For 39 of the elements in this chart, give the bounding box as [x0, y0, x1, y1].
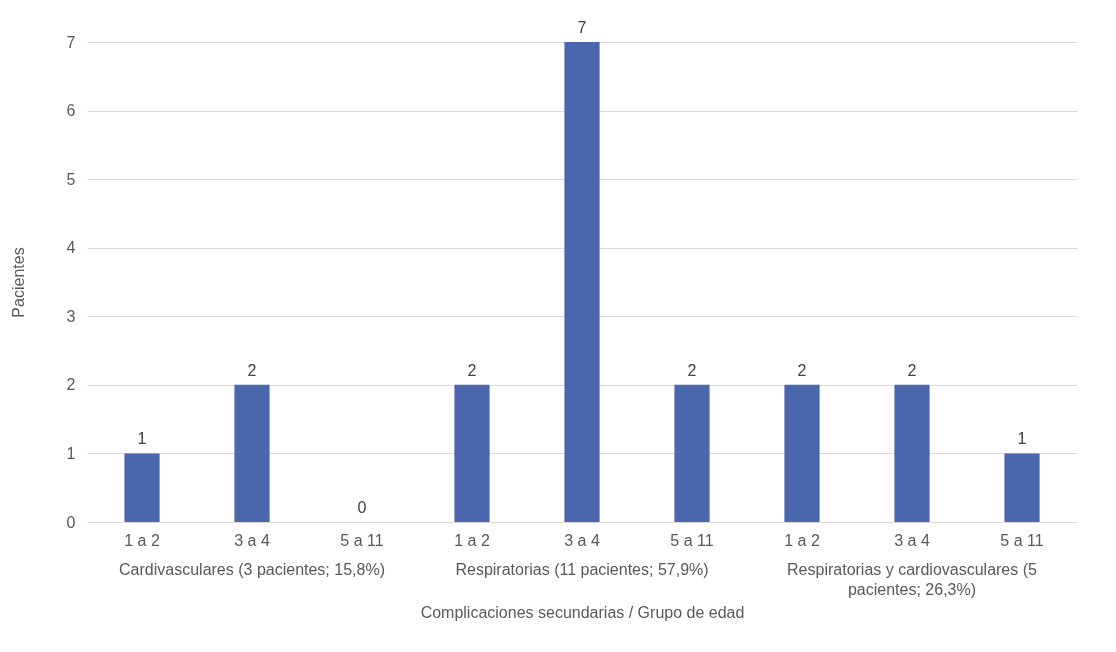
bar: [124, 453, 160, 522]
y-tick-label: 6: [66, 102, 76, 120]
y-tick-label: 5: [66, 170, 76, 188]
text: Cardivasculares (3 pacientes; 15,8%): [119, 561, 385, 578]
bar: [894, 384, 930, 522]
y-tick-label: 1: [66, 444, 76, 462]
x-tick-label: 1 a 2: [454, 531, 490, 549]
bar: [454, 384, 490, 522]
data-label: 1: [137, 430, 147, 448]
data-label: 0: [357, 499, 367, 516]
x-tick-label: 3 a 4: [564, 531, 600, 549]
x-tick-label: 1 a 2: [124, 531, 160, 549]
text: Respiratorias (11 pacientes; 57,9%): [455, 561, 709, 578]
bar: [674, 384, 710, 522]
y-tick-label: 2: [66, 376, 76, 394]
data-label: 2: [907, 361, 917, 379]
data-label: 2: [687, 361, 697, 379]
data-label: 7: [577, 19, 587, 36]
y-tick-label: 7: [66, 33, 76, 51]
data-label: 2: [247, 361, 257, 379]
x-axis-title: Complicaciones secundarias / Grupo de edad: [420, 603, 745, 621]
x-tick-label: 5 a 11: [1000, 531, 1044, 549]
y-axis-title: Pacientes: [9, 247, 27, 318]
bar: [784, 384, 820, 522]
text: Respiratorias y cardiovasculares (5 pacientes; 26,3%): [787, 561, 1038, 598]
x-tick-label: 3 a 4: [894, 531, 930, 549]
data-label: 1: [1017, 430, 1027, 448]
data-label: 2: [467, 361, 477, 379]
bar: [234, 384, 270, 522]
data-label: 2: [797, 361, 807, 379]
x-tick-label: 5 a 11: [340, 531, 384, 549]
y-tick-label: 4: [66, 239, 76, 257]
x-tick-label: 1 a 2: [784, 531, 820, 549]
y-tick-label: 0: [66, 513, 76, 531]
x-tick-label: 3 a 4: [234, 531, 270, 549]
y-tick-label: 3: [66, 307, 76, 325]
bar: [564, 42, 600, 522]
bar: [1004, 453, 1040, 522]
x-tick-label: 5 a 11: [670, 531, 714, 549]
